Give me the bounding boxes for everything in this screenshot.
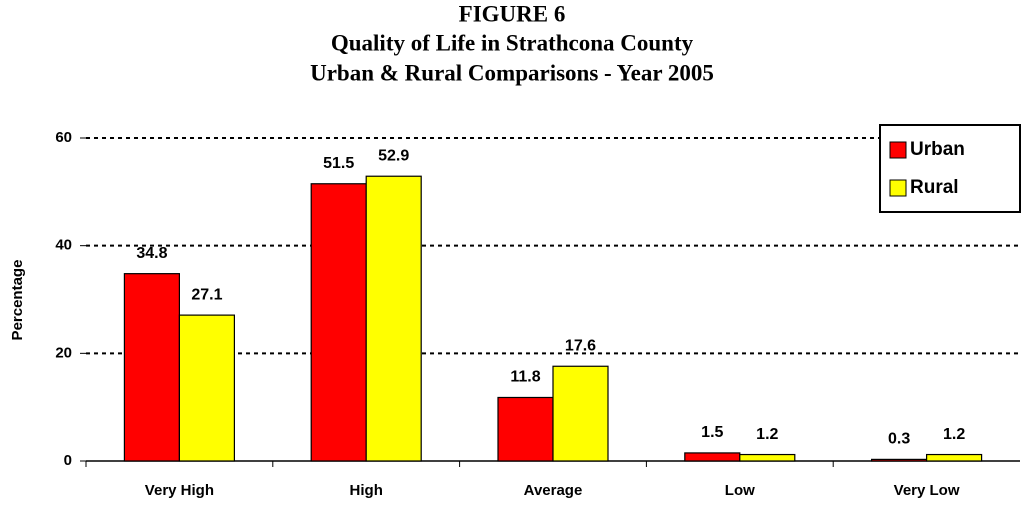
legend-swatch bbox=[889, 141, 907, 159]
y-tick-label: 40 bbox=[55, 237, 72, 254]
bar bbox=[310, 183, 367, 462]
bar bbox=[365, 175, 422, 462]
value-label: 0.3 bbox=[888, 431, 910, 448]
y-tick-label: 60 bbox=[55, 129, 72, 146]
value-label: 52.9 bbox=[378, 147, 409, 164]
value-label: 51.5 bbox=[323, 155, 354, 172]
bar bbox=[552, 365, 609, 462]
bar bbox=[178, 314, 235, 462]
bar bbox=[497, 396, 554, 462]
legend-swatch bbox=[889, 179, 907, 197]
chart-title: Urban & Rural Comparisons - Year 2005 bbox=[310, 60, 714, 85]
value-label: 27.1 bbox=[191, 286, 222, 303]
y-axis-label: Percentage bbox=[9, 260, 26, 341]
value-label: 11.8 bbox=[510, 369, 540, 386]
x-tick-label: High bbox=[350, 482, 383, 499]
y-tick-label: 20 bbox=[55, 344, 72, 361]
chart-title: FIGURE 6 bbox=[459, 1, 566, 26]
y-tick-label: 0 bbox=[64, 452, 72, 469]
legend-box bbox=[879, 124, 1021, 213]
legend-label: Rural bbox=[910, 177, 959, 198]
x-tick-label: Low bbox=[725, 482, 755, 499]
value-label: 1.2 bbox=[943, 426, 965, 443]
x-tick-label: Average bbox=[524, 482, 583, 499]
value-label: 17.6 bbox=[565, 337, 596, 354]
value-label: 34.8 bbox=[136, 245, 167, 262]
chart-title: Quality of Life in Strathcona County bbox=[331, 30, 694, 55]
x-tick-label: Very High bbox=[145, 482, 214, 499]
bar bbox=[925, 453, 983, 462]
bar bbox=[870, 458, 928, 462]
x-tick-label: Very Low bbox=[894, 482, 960, 499]
bar bbox=[684, 452, 741, 462]
value-label: 1.5 bbox=[701, 424, 723, 441]
value-label: 1.2 bbox=[756, 426, 778, 443]
bar bbox=[123, 273, 181, 462]
bar bbox=[739, 453, 796, 462]
legend-label: Urban bbox=[910, 139, 965, 160]
